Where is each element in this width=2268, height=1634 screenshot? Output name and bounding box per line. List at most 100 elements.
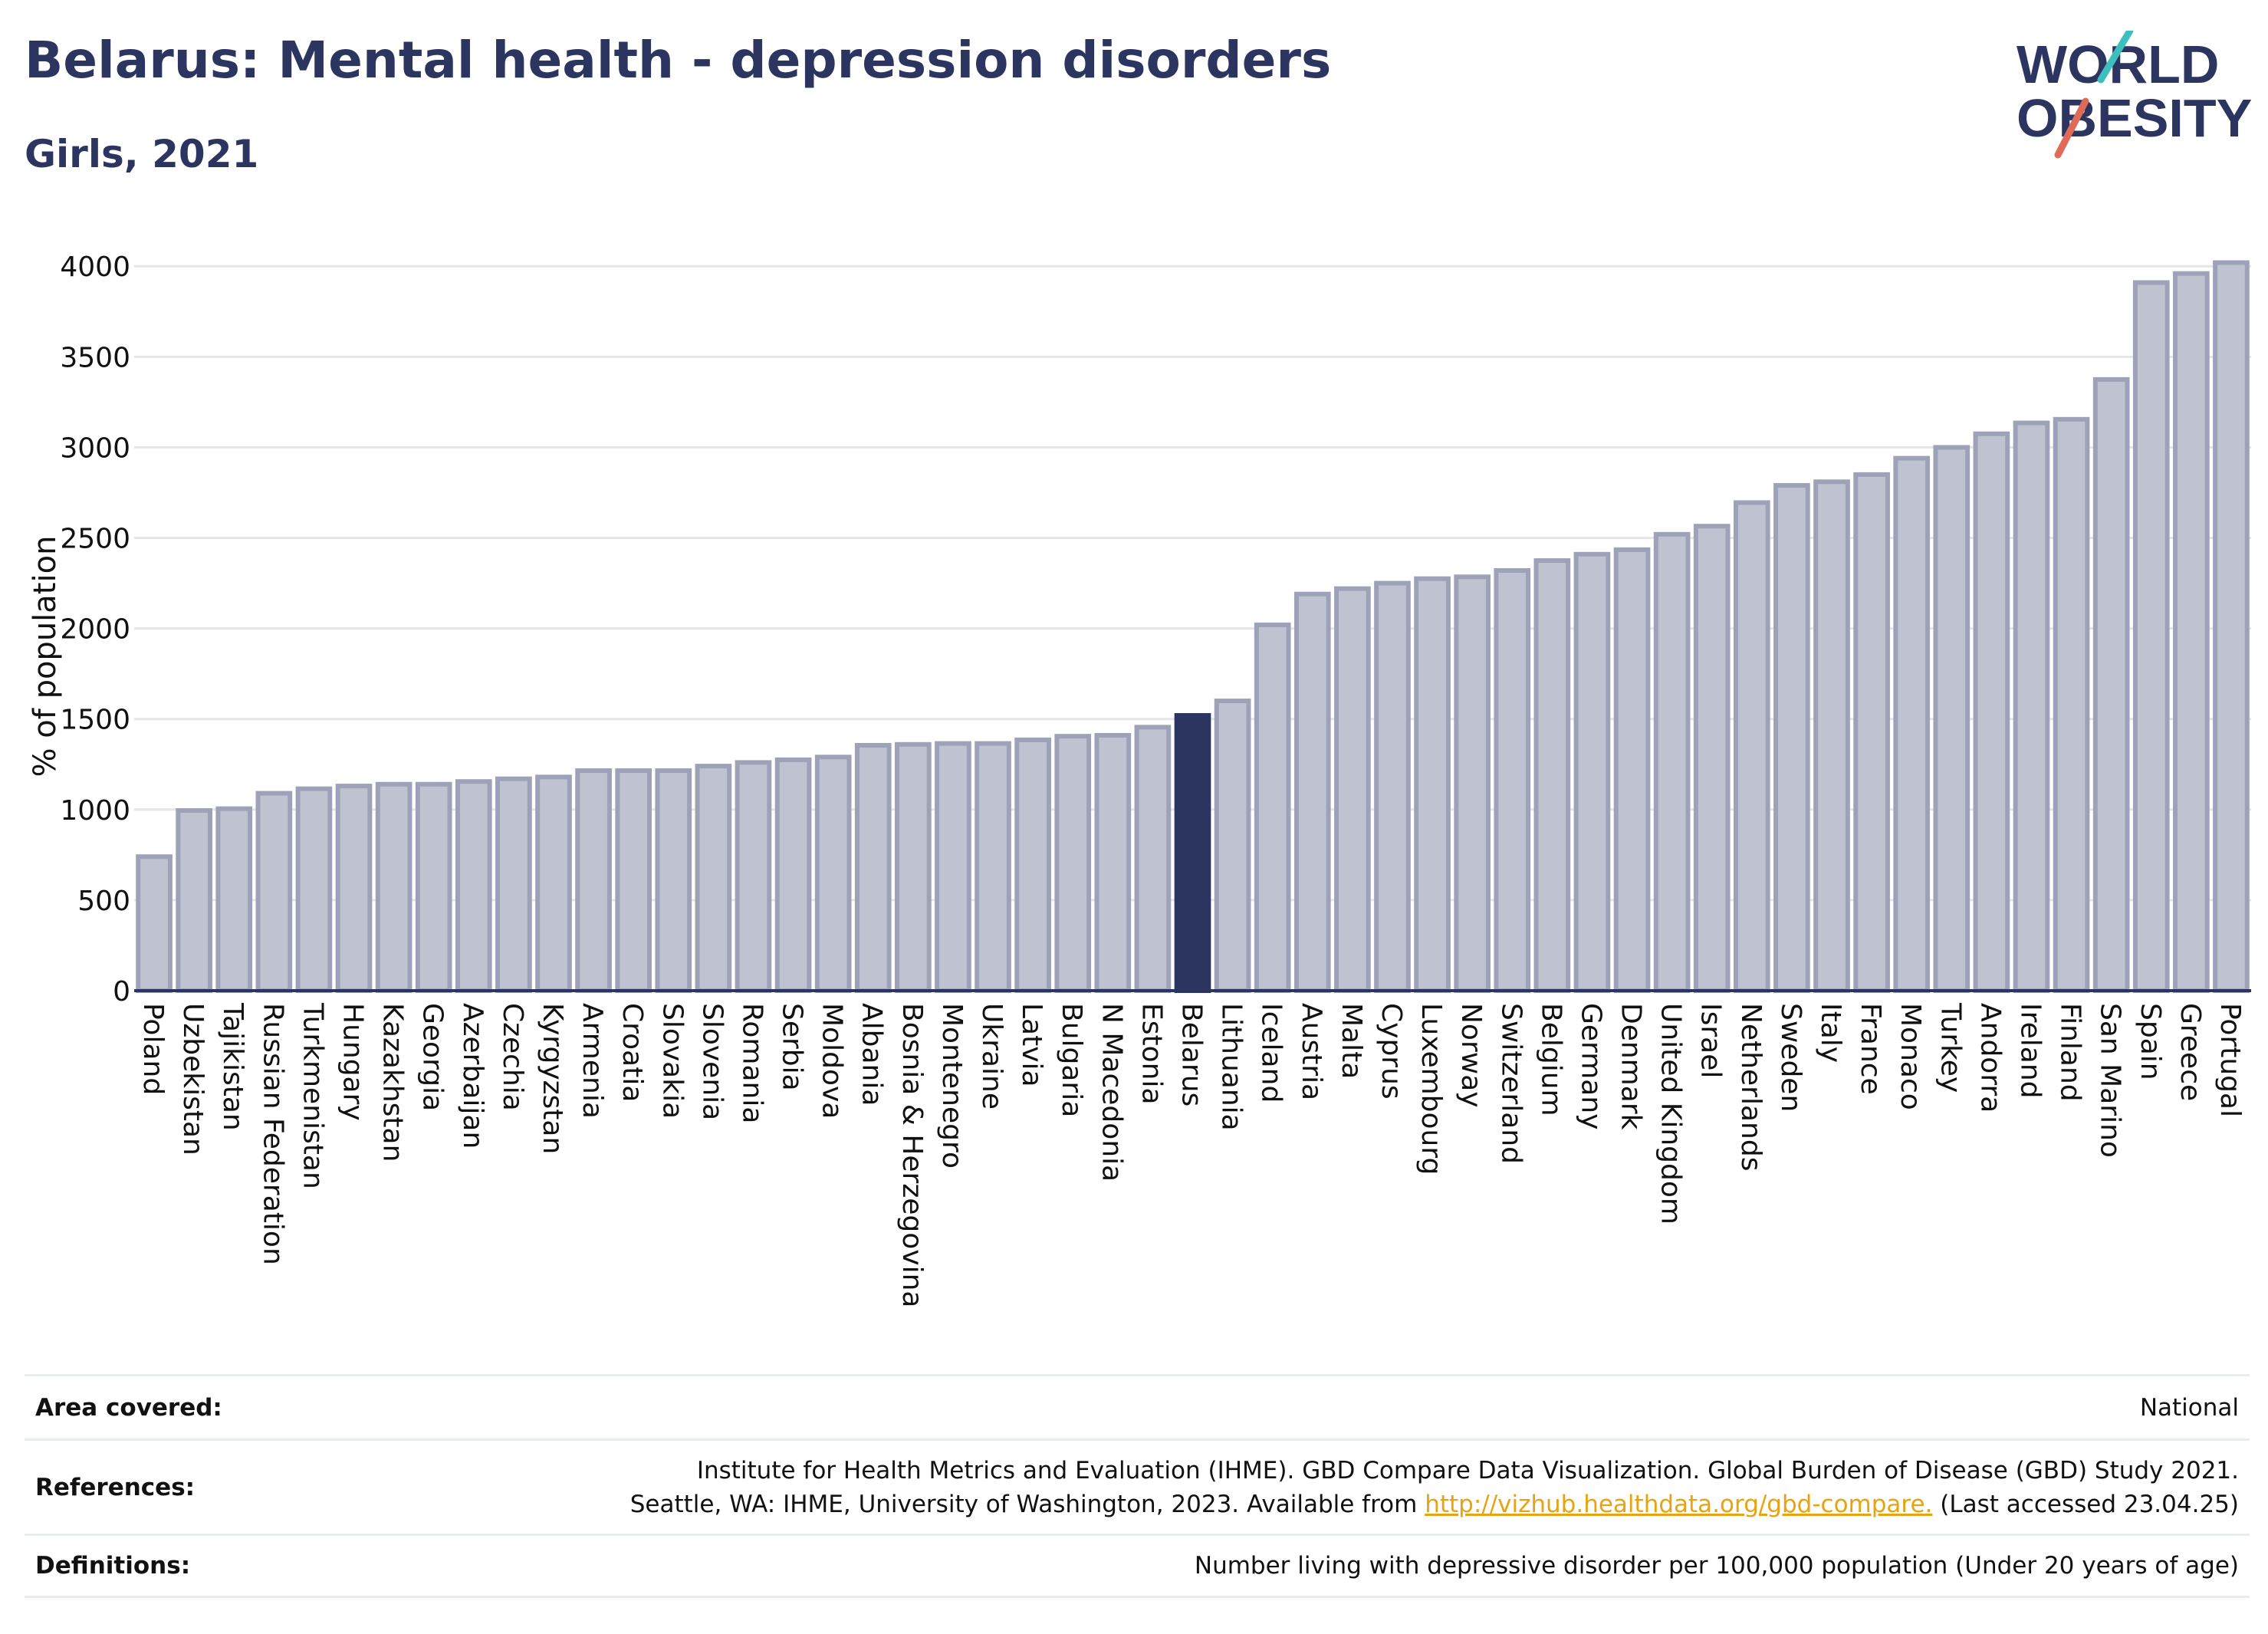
bar-andorra	[1973, 431, 2010, 993]
bar-kazakhstan	[375, 781, 413, 993]
bar-belgium	[1533, 558, 1571, 993]
logo-slash-red	[2054, 97, 2089, 159]
x-tick-label: Ireland	[2014, 1003, 2046, 1099]
x-tick-label: Poland	[137, 1003, 169, 1095]
bar-cyprus	[1374, 580, 1411, 993]
bar-bulgaria	[1054, 734, 1092, 994]
info-table: Area covered: National References: Insti…	[25, 1374, 2250, 1598]
references-link[interactable]: http://vizhub.healthdata.org/gbd-compare…	[1425, 1490, 1933, 1518]
world-obesity-logo: WORLD OBESITY	[2017, 31, 2252, 159]
bar-azerbaijan	[455, 779, 492, 993]
info-row-area: Area covered: National	[25, 1374, 2250, 1438]
x-tick-label: Montenegro	[936, 1003, 968, 1169]
bar-ukraine	[975, 741, 1011, 993]
x-tick-label: Slovenia	[696, 1003, 728, 1120]
x-tick-label: Cyprus	[1376, 1003, 1407, 1100]
ticks-layer: 0 500 1000 1500 2000 2500 3000 3500 4000	[60, 252, 130, 1008]
x-tick-label: United Kingdom	[1655, 1003, 1687, 1225]
x-tick-label: Austria	[1296, 1003, 1327, 1100]
bar-greece	[2173, 271, 2210, 993]
chart-title: Belarus: Mental health - depression diso…	[25, 31, 1332, 90]
y-tick-label: 2000	[60, 614, 130, 646]
x-tick-label: Croatia	[616, 1003, 648, 1102]
bar-kyrgyzstan	[535, 774, 572, 993]
references-label: References:	[35, 1473, 196, 1501]
x-tick-label: Uzbekistan	[177, 1003, 209, 1156]
bar-croatia	[615, 768, 652, 993]
x-tick-label: Netherlands	[1735, 1003, 1767, 1171]
x-tick-label: Italy	[1815, 1003, 1846, 1063]
definitions-value: Number living with depressive disorder p…	[1194, 1552, 2239, 1580]
references-line2-pre: Seattle, WA: IHME, University of Washing…	[629, 1490, 1425, 1518]
x-tick-label: Iceland	[1256, 1003, 1287, 1103]
x-tick-label: Hungary	[337, 1003, 369, 1121]
x-tick-label: N Macedonia	[1096, 1003, 1127, 1182]
bar-serbia	[774, 757, 812, 993]
bar-malta	[1334, 586, 1371, 993]
x-tick-label: Estonia	[1136, 1003, 1167, 1105]
bar-denmark	[1613, 547, 1651, 993]
bar-armenia	[575, 768, 612, 993]
x-tick-label: Lithuania	[1216, 1003, 1247, 1131]
x-tick-label: Belarus	[1176, 1003, 1208, 1106]
y-tick-label: 2500	[60, 524, 130, 555]
x-tick-label: Tajikistan	[217, 1002, 248, 1131]
x-tick-label: Portugal	[2214, 1003, 2246, 1117]
bar-slovakia	[655, 768, 692, 993]
bar-bosnia-herzegovina	[895, 741, 932, 993]
y-tick-label: 1500	[60, 705, 130, 736]
bar-latvia	[1014, 737, 1051, 994]
bar-israel	[1693, 524, 1731, 993]
y-tick-label: 3000	[60, 432, 130, 464]
bar-germany	[1573, 551, 1611, 993]
bar-spain	[2132, 280, 2170, 993]
bar-ireland	[2013, 420, 2050, 993]
bar-sweden	[1773, 483, 1810, 993]
bars-layer	[136, 260, 2250, 994]
bar-united-kingdom	[1653, 531, 1691, 993]
x-tick-label: Ukraine	[976, 1003, 1007, 1110]
x-tick-label: Switzerland	[1495, 1003, 1527, 1164]
y-tick-label: 4000	[60, 252, 130, 283]
y-tick-label: 3500	[60, 342, 130, 373]
x-tick-label: San Marino	[2095, 1003, 2126, 1158]
bar-moldova	[814, 755, 852, 993]
references-line2-post: (Last accessed 23.04.25)	[1932, 1490, 2239, 1518]
bar-lithuania	[1214, 699, 1251, 993]
x-tick-label: Azerbaijan	[457, 1003, 488, 1149]
x-tick-label: Bulgaria	[1056, 1003, 1087, 1117]
bar-czechia	[495, 776, 532, 994]
bar-monaco	[1893, 455, 1931, 993]
bar-hungary	[335, 784, 373, 993]
bar-iceland	[1254, 622, 1291, 994]
bar-luxembourg	[1414, 576, 1451, 993]
bar-tajikistan	[215, 806, 253, 993]
x-tick-label: Serbia	[777, 1003, 808, 1091]
x-tick-label: Romania	[736, 1003, 768, 1123]
xlabels-layer: Poland Uzbekistan Tajikistan Russian Federa…	[137, 1002, 2246, 1307]
x-tick-label: Andorra	[1974, 1003, 2006, 1113]
x-tick-label: Israel	[1695, 1003, 1727, 1078]
x-tick-label: Turkmenistan	[297, 1002, 328, 1189]
bar-turkey	[1933, 445, 1971, 993]
x-tick-label: Greece	[2174, 1003, 2206, 1101]
references-line1: Institute for Health Metrics and Evaluat…	[696, 1456, 2239, 1484]
y-tick-label: 1000	[60, 795, 130, 827]
area-covered-label: Area covered:	[35, 1393, 222, 1422]
definitions-label: Definitions:	[35, 1552, 191, 1580]
bar-portugal	[2213, 260, 2250, 993]
bar-slovenia	[695, 764, 732, 993]
x-tick-label: Belgium	[1535, 1003, 1566, 1116]
bar-romania	[735, 760, 772, 994]
x-tick-label: Luxembourg	[1415, 1003, 1447, 1175]
x-tick-label: Denmark	[1616, 1003, 1647, 1130]
x-tick-label: Moldova	[817, 1003, 848, 1119]
x-tick-label: Turkey	[1934, 1002, 1966, 1093]
bar-netherlands	[1733, 500, 1770, 993]
x-tick-label: Latvia	[1016, 1003, 1047, 1087]
bar-georgia	[415, 781, 452, 993]
x-tick-label: Russian Federation	[257, 1003, 288, 1265]
references-value: Institute for Health Metrics and Evaluat…	[630, 1454, 2250, 1521]
x-tick-label: Spain	[2135, 1003, 2166, 1080]
